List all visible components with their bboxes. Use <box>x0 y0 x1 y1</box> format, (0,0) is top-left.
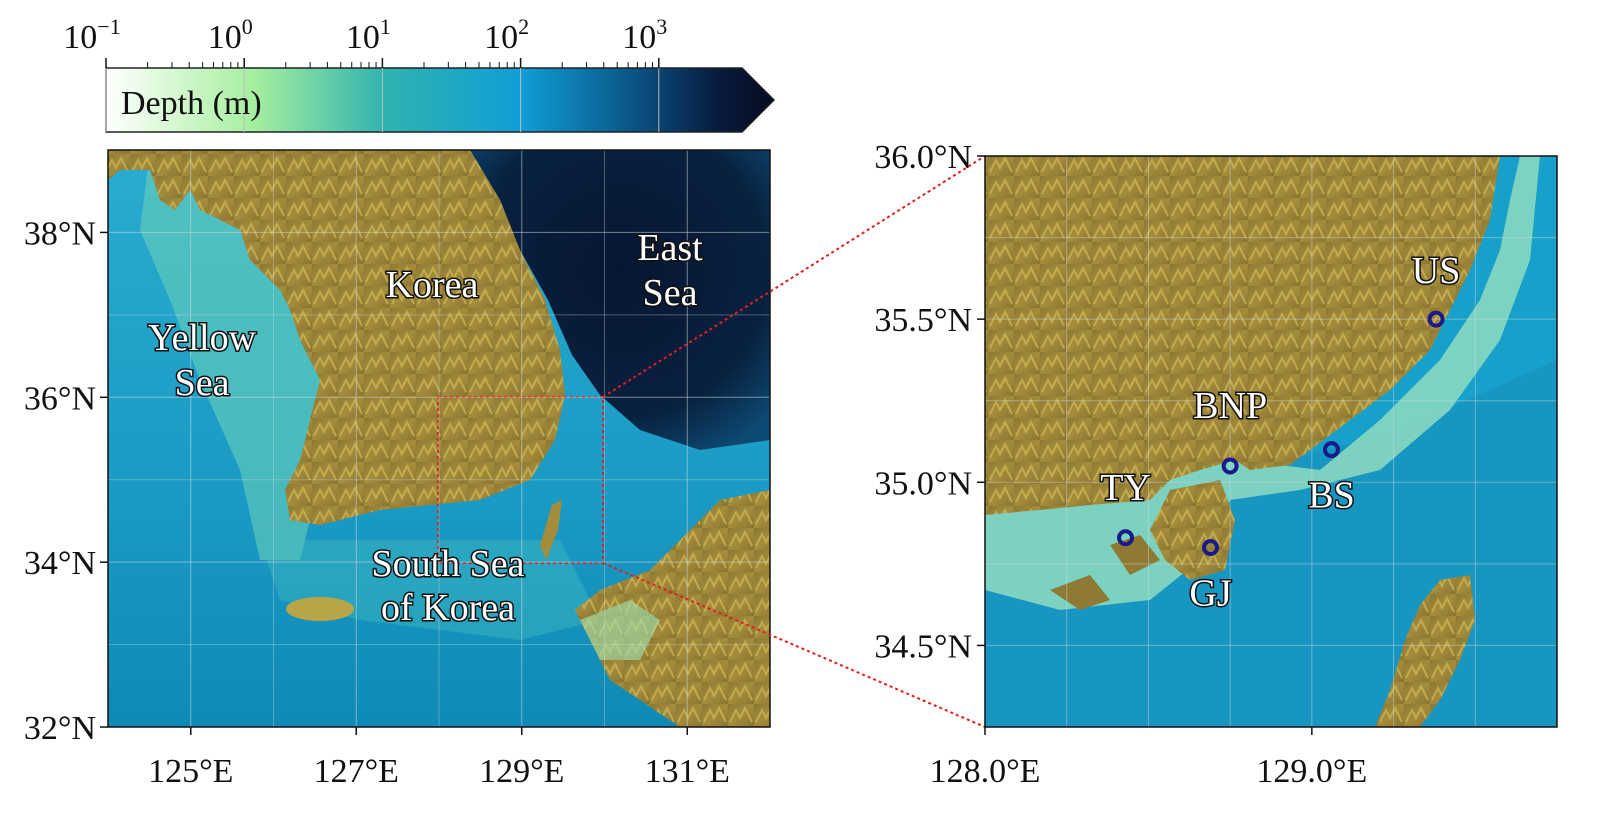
y-tick-label: 36°N <box>24 380 96 417</box>
right-map-grid <box>985 156 1557 727</box>
colorbar-ticks: 10−1 100 101 102 103 <box>63 14 667 132</box>
right-map-ticks: 128.0°E 129.0°E 36.0°N 35.5°N 35.0°N 34.5°N <box>874 139 1367 790</box>
station-marker-bnp <box>1221 457 1239 475</box>
station-label-gj: GJ <box>1189 573 1231 615</box>
x-tick-label: 128.0°E <box>930 753 1041 790</box>
label-east-sea-1: East <box>637 227 703 269</box>
y-tick-label: 34°N <box>24 545 96 582</box>
station-labels: US BNP BS TY GJ <box>1099 249 1462 616</box>
stations <box>1117 310 1445 557</box>
east-sea-deep <box>470 150 770 450</box>
colorbar-tick-label: 101 <box>346 14 391 56</box>
japan-shallow <box>580 600 660 660</box>
colorbar-label: Depth (m) <box>121 85 262 122</box>
station-marker-gj <box>1202 539 1220 557</box>
y-tick-label: 38°N <box>24 215 96 252</box>
label-south-sea-2: of Korea <box>381 587 515 629</box>
label-yellow-sea-2: Sea <box>175 362 230 404</box>
x-tick-label: 125°E <box>148 753 233 790</box>
station-marker-us <box>1427 310 1445 328</box>
left-map-grid <box>108 150 770 727</box>
y-tick-label: 35.0°N <box>874 465 972 502</box>
y-tick-label: 34.5°N <box>874 628 972 665</box>
x-tick-label: 127°E <box>314 753 399 790</box>
y-tick-label: 35.5°N <box>874 302 972 339</box>
colorbar: 10−1 100 101 102 103 Depth (m) <box>63 14 776 133</box>
x-tick-label: 131°E <box>645 753 730 790</box>
station-label-bnp: BNP <box>1193 385 1267 427</box>
label-yellow-sea-1: Yellow <box>148 317 257 359</box>
station-marker-bs <box>1322 441 1340 459</box>
jeju-island <box>286 597 354 621</box>
colorbar-tick-label: 100 <box>208 14 253 56</box>
station-label-bs: BS <box>1308 475 1354 517</box>
left-map-ticks: 125°E 127°E 129°E 131°E 38°N 36°N 34°N 32°N <box>24 215 730 790</box>
y-tick-label: 36.0°N <box>874 139 972 176</box>
right-map: 128.0°E 129.0°E 36.0°N 35.5°N 35.0°N 34.5°N U… <box>874 139 1558 790</box>
x-tick-label: 129°E <box>479 753 564 790</box>
right-map-land <box>985 156 1500 515</box>
right-map-frame <box>984 155 1558 728</box>
label-south-sea-1: South Sea <box>371 543 524 585</box>
tsushima-right <box>1375 575 1475 727</box>
colorbar-tick-label: 103 <box>622 14 667 56</box>
inset-box <box>437 396 604 564</box>
china-land <box>108 150 200 210</box>
colorbar-tick-label: 10−1 <box>63 14 120 56</box>
left-map-frame <box>107 149 771 728</box>
label-east-sea-2: Sea <box>643 272 698 314</box>
korea-land <box>182 150 565 525</box>
station-label-us: US <box>1412 250 1461 292</box>
left-map: 125°E 127°E 129°E 131°E 38°N 36°N 34°N 32°N Yel… <box>24 149 771 790</box>
x-tick-label: 129.0°E <box>1256 753 1367 790</box>
colorbar-tick-label: 102 <box>484 14 529 56</box>
small-island-1 <box>1050 575 1110 610</box>
label-korea: Korea <box>386 264 479 306</box>
japan-land <box>575 490 770 727</box>
y-tick-label: 32°N <box>24 710 96 747</box>
station-marker-ty <box>1117 529 1135 547</box>
station-label-ty: TY <box>1100 467 1151 509</box>
tsushima-island <box>540 500 562 560</box>
